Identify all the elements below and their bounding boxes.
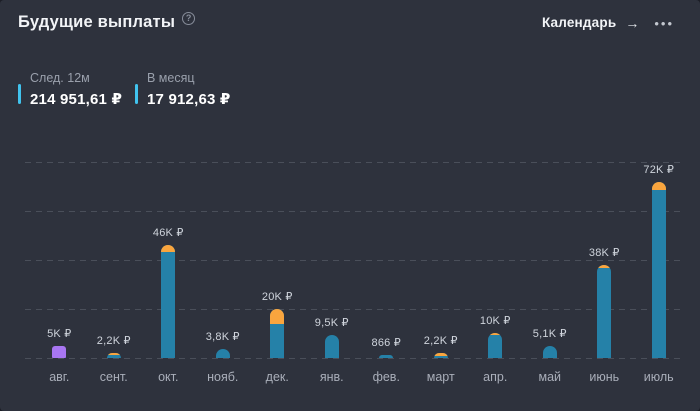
bar-highlight-segment xyxy=(651,182,666,190)
chart-column: 9,5K ₽ янв. xyxy=(305,140,360,400)
stat-next-12m: След. 12м 214 951,61 ₽ xyxy=(18,71,122,108)
bar-value-label: 2,2K ₽ xyxy=(423,335,458,347)
chart-column: 3,8K ₽ нояб. xyxy=(196,140,251,400)
gridline xyxy=(25,358,682,359)
bar-value-label: 9,5K ₽ xyxy=(314,317,349,329)
bar-value-label: 10K ₽ xyxy=(479,315,511,327)
bar-value-label: 5,1K ₽ xyxy=(532,328,567,340)
stat-value: 17 912,63 ₽ xyxy=(147,91,231,108)
x-axis-month-label: июль xyxy=(643,370,674,384)
widget-header: Будущие выплаты ? xyxy=(18,12,196,32)
stat-per-month: В месяц 17 912,63 ₽ xyxy=(135,71,231,108)
x-axis-month-label: март xyxy=(426,370,455,384)
chart-column: 38K ₽ июнь xyxy=(577,140,632,400)
bar-value-label: 3,8K ₽ xyxy=(205,331,240,343)
bar-май[interactable] xyxy=(542,346,557,358)
header-actions: Календарь → ••• xyxy=(542,14,674,31)
stat-label: В месяц xyxy=(147,71,195,85)
chart-column: 46K ₽ окт. xyxy=(141,140,196,400)
bar-сент[interactable] xyxy=(106,353,121,358)
bar-value-label: 866 ₽ xyxy=(371,337,401,349)
bar-highlight-segment xyxy=(161,245,176,252)
calendar-link[interactable]: Календарь → xyxy=(542,15,639,30)
x-axis-month-label: янв. xyxy=(319,370,344,384)
page-title: Будущие выплаты xyxy=(18,13,176,31)
gridline xyxy=(25,260,682,261)
bar-value-label: 20K ₽ xyxy=(261,291,293,303)
bar-авг[interactable] xyxy=(52,346,67,358)
chart-column: 866 ₽ фев. xyxy=(359,140,414,400)
x-axis-month-label: нояб. xyxy=(207,370,239,384)
chart-column: 5,1K ₽ май xyxy=(523,140,578,400)
x-axis-month-label: дек. xyxy=(265,370,289,384)
stat-accent-marker xyxy=(135,84,138,104)
x-axis-month-label: фев. xyxy=(372,370,400,384)
gridline xyxy=(25,309,682,310)
stat-accent-marker xyxy=(18,84,21,104)
chart-column: 20K ₽ дек. xyxy=(250,140,305,400)
bar-value-label: 72K ₽ xyxy=(643,164,675,176)
x-axis-month-label: июнь xyxy=(589,370,620,384)
stat-value: 214 951,61 ₽ xyxy=(30,91,123,108)
stat-label: След. 12м xyxy=(30,71,90,85)
arrow-right-icon: → xyxy=(625,14,640,31)
bar-value-label: 2,2K ₽ xyxy=(96,335,131,347)
chart-column: 2,2K ₽ март xyxy=(414,140,469,400)
bar-дек[interactable] xyxy=(270,309,285,358)
calendar-link-label: Календарь xyxy=(541,14,617,30)
bar-value-label: 38K ₽ xyxy=(588,247,620,259)
more-menu-icon[interactable]: ••• xyxy=(654,16,674,31)
x-axis-month-label: сент. xyxy=(99,370,128,384)
bar-фев[interactable] xyxy=(379,355,394,358)
x-axis-month-label: авг. xyxy=(49,370,70,384)
chart-column: 2,2K ₽ сент. xyxy=(87,140,142,400)
bar-нояб[interactable] xyxy=(215,349,230,358)
bar-value-label: 5K ₽ xyxy=(47,328,72,340)
bar-value-label: 46K ₽ xyxy=(152,227,184,239)
help-icon[interactable]: ? xyxy=(182,12,196,25)
gridline xyxy=(25,162,682,163)
x-axis-month-label: окт. xyxy=(158,370,179,384)
chart-column: 10K ₽ апр. xyxy=(468,140,523,400)
gridline xyxy=(25,211,682,212)
bar-окт[interactable] xyxy=(161,245,176,358)
bar-highlight-segment xyxy=(488,333,503,335)
bar-highlight-segment xyxy=(433,353,448,356)
chart-column: 72K ₽ июль xyxy=(632,140,687,400)
x-axis-month-label: май xyxy=(538,370,562,384)
bar-янв[interactable] xyxy=(324,335,339,358)
bar-апр[interactable] xyxy=(488,333,503,358)
bar-highlight-segment xyxy=(106,353,121,355)
bar-март[interactable] xyxy=(433,353,448,358)
bar-июль[interactable] xyxy=(651,182,666,358)
payments-bar-chart: 5K ₽ авг. 2,2K ₽ сент. 46K ₽ окт. 3,8K ₽ нояб. 2… xyxy=(0,140,700,400)
bar-highlight-segment xyxy=(270,309,285,324)
bar-июнь[interactable] xyxy=(597,265,612,358)
x-axis-month-label: апр. xyxy=(483,370,508,384)
chart-column: 5K ₽ авг. xyxy=(32,140,87,400)
bar-highlight-segment xyxy=(597,265,612,268)
